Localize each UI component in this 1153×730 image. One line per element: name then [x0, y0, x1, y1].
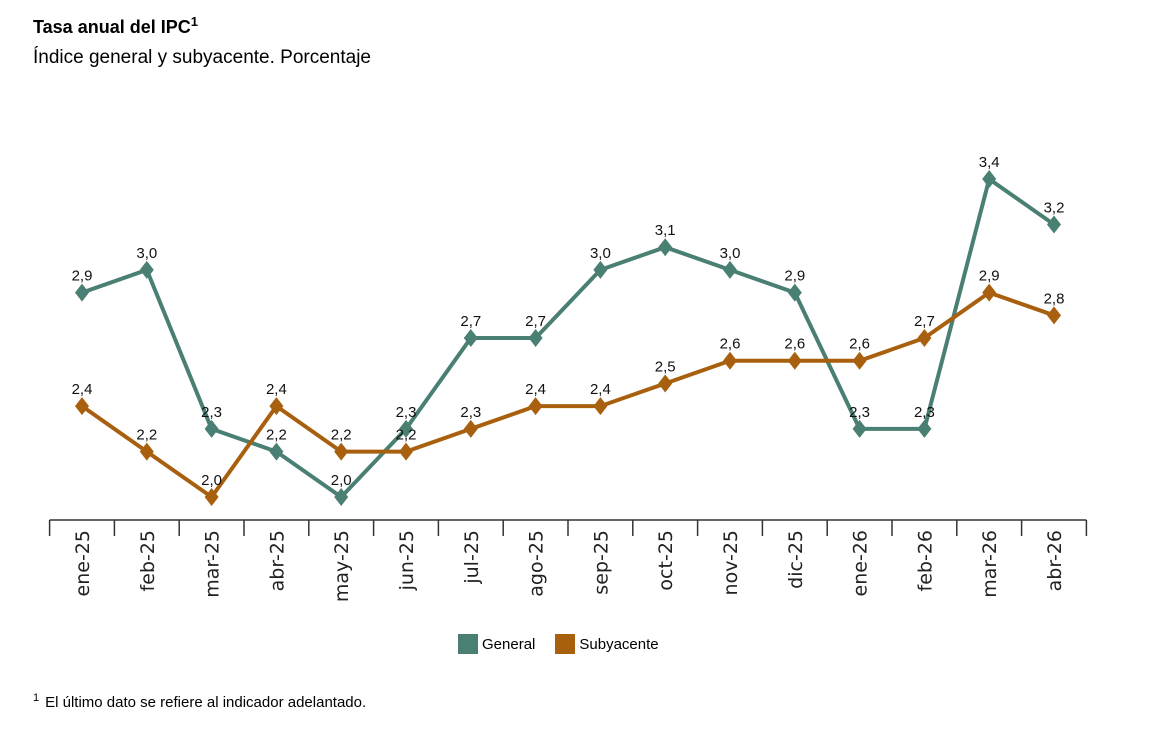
data-point-marker: [723, 351, 737, 370]
data-label: 2,7: [460, 313, 481, 330]
data-point-marker: [1047, 306, 1061, 325]
data-point-marker: [1047, 215, 1061, 234]
series-line-general: [81, 177, 1056, 499]
data-label: 2,6: [720, 336, 741, 353]
series-line-subyacente: [80, 290, 1055, 499]
data-point-marker: [658, 374, 673, 393]
data-label: 2,0: [201, 472, 222, 489]
data-point-marker: [723, 260, 737, 279]
legend-swatch-subyacente: [555, 634, 576, 654]
x-tick-label: abr-25: [266, 530, 288, 591]
data-label: 2,7: [914, 313, 935, 330]
x-tick-label: nov-25: [720, 530, 742, 595]
data-point-marker: [399, 419, 413, 438]
data-label: 2,3: [201, 404, 222, 421]
x-tick-label: abr-26: [1044, 530, 1066, 591]
data-label: 2,4: [525, 381, 546, 398]
data-point-marker: [787, 351, 802, 370]
x-tick-label: dic-25: [785, 530, 807, 589]
x-tick-label: feb-25: [137, 530, 159, 591]
data-point-marker: [269, 442, 284, 461]
data-label: 2,6: [784, 336, 805, 353]
data-point-marker: [917, 329, 932, 348]
data-point-marker: [139, 260, 154, 279]
legend-item-general: General: [458, 634, 535, 654]
data-label: 2,5: [655, 358, 676, 375]
data-point-marker: [75, 283, 89, 302]
footnote: 1 El último dato se refiere al indicador …: [33, 692, 366, 711]
data-label: 2,4: [266, 381, 287, 398]
data-point-marker: [787, 283, 802, 302]
data-point-marker: [204, 419, 219, 438]
data-label: 2,6: [849, 336, 870, 353]
legend: General Subyacente: [458, 634, 659, 654]
data-label: 2,4: [590, 381, 611, 398]
data-point-marker: [982, 170, 997, 189]
data-label: 2,3: [849, 404, 870, 421]
data-point-marker: [528, 397, 543, 416]
x-tick-label: oct-25: [655, 530, 677, 591]
x-tick-label: may-25: [331, 530, 353, 602]
chart-subtitle: Índice general y subyacente. Porcentaje: [33, 47, 371, 68]
x-tick-label: feb-26: [914, 530, 936, 591]
data-label: 2,9: [979, 268, 1000, 285]
data-point-marker: [399, 442, 413, 461]
data-point-marker: [463, 419, 478, 438]
data-label: 2,2: [136, 427, 157, 444]
data-label: 3,0: [136, 245, 157, 262]
legend-label-general: General: [482, 635, 536, 653]
data-point-marker: [852, 351, 867, 370]
footnote-marker: 1: [33, 692, 40, 704]
data-point-marker: [204, 488, 219, 506]
data-label: 3,4: [979, 154, 1000, 171]
data-label: 2,3: [460, 404, 481, 421]
x-tick-label: jun-25: [396, 530, 418, 591]
data-label: 3,0: [720, 245, 741, 262]
data-label: 3,2: [1044, 199, 1065, 216]
footnote-text: El último dato se refiere al indicador a…: [45, 694, 367, 711]
data-label: 2,4: [72, 381, 93, 398]
data-label: 2,0: [331, 472, 352, 489]
data-point-marker: [658, 238, 673, 257]
x-tick-label: ene-25: [72, 530, 94, 596]
data-point-marker: [593, 260, 608, 279]
data-label: 2,9: [784, 268, 805, 285]
x-tick-label: jul-25: [461, 530, 483, 585]
data-label: 2,7: [525, 313, 546, 330]
data-point-marker: [139, 442, 154, 461]
x-tick-label: ene-26: [850, 530, 872, 596]
data-label: 3,0: [590, 245, 611, 262]
title-footnote-marker: 1: [190, 14, 198, 29]
chart-title-text: Tasa anual del IPC: [33, 17, 191, 37]
legend-label-subyacente: Subyacente: [579, 635, 659, 653]
data-label: 2,3: [396, 404, 417, 421]
data-label: 2,9: [72, 268, 93, 285]
data-label: 2,2: [266, 427, 287, 444]
data-label: 2,3: [914, 404, 935, 421]
data-point-marker: [334, 442, 349, 461]
data-label: 2,2: [396, 427, 417, 444]
data-label: 2,2: [331, 427, 352, 444]
x-tick-label: mar-26: [979, 530, 1001, 598]
data-point-marker: [982, 283, 997, 302]
data-point-marker: [917, 419, 932, 438]
data-point-marker: [852, 419, 867, 438]
data-label: 2,8: [1044, 290, 1065, 307]
chart-title: Tasa anual del IPC1: [33, 14, 198, 38]
legend-item-subyacente: Subyacente: [555, 634, 659, 654]
x-tick-label: sep-25: [590, 530, 612, 595]
data-point-marker: [334, 488, 349, 506]
data-point-marker: [75, 397, 89, 416]
data-point-marker: [463, 329, 478, 348]
data-point-marker: [269, 397, 284, 416]
legend-swatch-general: [458, 634, 478, 654]
data-point-marker: [593, 397, 608, 416]
x-tick-label: ago-25: [526, 530, 548, 597]
data-label: 3,1: [655, 222, 676, 239]
data-point-marker: [528, 329, 543, 348]
x-tick-label: mar-25: [202, 530, 224, 598]
